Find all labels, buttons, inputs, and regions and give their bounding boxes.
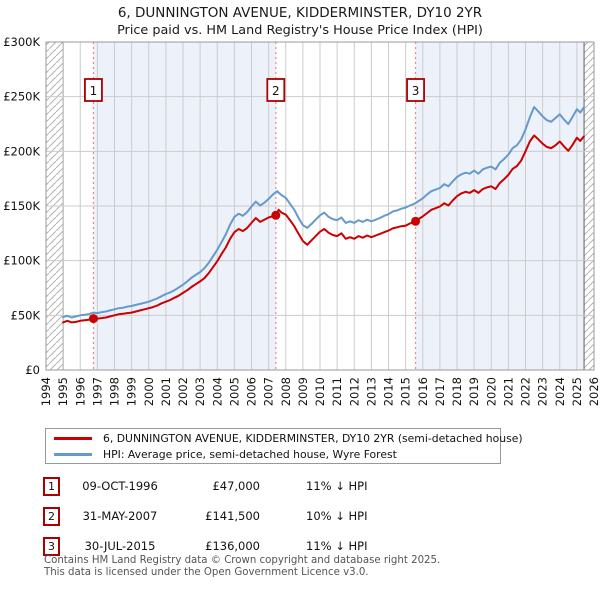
sale-price: £47,000: [212, 479, 260, 493]
svg-text:2015: 2015: [399, 377, 413, 406]
svg-text:1: 1: [90, 84, 98, 98]
legend: 6, DUNNINGTON AVENUE, KIDDERMINSTER, DY1…: [45, 428, 523, 464]
legend-label: HPI: Average price, semi-detached house,…: [103, 447, 397, 461]
legend-item-property: 6, DUNNINGTON AVENUE, KIDDERMINSTER, DY1…: [54, 431, 523, 445]
svg-text:2024: 2024: [553, 377, 567, 406]
svg-text:1998: 1998: [108, 377, 122, 406]
svg-text:1997: 1997: [90, 377, 104, 406]
svg-text:2005: 2005: [227, 377, 241, 406]
svg-text:2001: 2001: [159, 377, 173, 406]
sale-number-flags: 1 2 3: [84, 78, 425, 102]
sale-vs-hpi: 11% ↓ HPI: [306, 539, 368, 553]
gridlines: [45, 41, 595, 371]
svg-text:2025: 2025: [570, 377, 584, 406]
svg-text:2003: 2003: [193, 377, 207, 406]
svg-text:£200K: £200K: [3, 144, 40, 158]
sale-price: £141,500: [205, 509, 260, 523]
svg-text:2: 2: [272, 84, 280, 98]
hpi-line-swatch: [54, 452, 92, 456]
license-line-1: Contains HM Land Registry data © Crown c…: [44, 555, 441, 566]
chart-subtitle: Price paid vs. HM Land Registry's House …: [117, 23, 483, 38]
license-line-2: This data is licensed under the Open Gov…: [44, 566, 369, 578]
plot-border: [45, 41, 595, 371]
svg-text:2009: 2009: [296, 377, 310, 406]
svg-text:1999: 1999: [125, 377, 139, 406]
svg-text:2011: 2011: [330, 377, 344, 406]
sale-vs-hpi: 10% ↓ HPI: [306, 509, 368, 523]
svg-text:3: 3: [412, 84, 420, 98]
sale-price: £136,000: [205, 539, 260, 553]
sale-number-badge: 2: [43, 506, 60, 526]
sale-table-row: 3 30-JUL-2015 £136,000 11% ↓ HPI: [43, 536, 367, 556]
svg-text:2022: 2022: [519, 377, 533, 406]
svg-text:£50K: £50K: [11, 308, 41, 322]
sale-table-row: 2 31-MAY-2007 £141,500 10% ↓ HPI: [43, 506, 367, 526]
license-note: Contains HM Land Registry data © Crown c…: [44, 555, 440, 578]
price-chart: 6, DUNNINGTON AVENUE, KIDDERMINSTER, DY1…: [3, 5, 600, 406]
svg-text:2014: 2014: [382, 377, 396, 406]
sale-date: 30-JUL-2015: [84, 539, 156, 553]
svg-text:2000: 2000: [142, 377, 156, 406]
svg-text:£250K: £250K: [3, 90, 40, 104]
svg-text:£0: £0: [25, 363, 40, 377]
sale-number-badge: 3: [43, 536, 60, 556]
legend-label: 6, DUNNINGTON AVENUE, KIDDERMINSTER, DY1…: [103, 431, 523, 445]
sale-date: 09-OCT-1996: [82, 479, 158, 493]
chart-title: 6, DUNNINGTON AVENUE, KIDDERMINSTER, DY1…: [118, 5, 482, 21]
svg-text:2006: 2006: [245, 377, 259, 406]
svg-text:2004: 2004: [210, 377, 224, 406]
svg-text:1994: 1994: [39, 377, 53, 406]
svg-text:2007: 2007: [262, 377, 276, 406]
svg-text:2013: 2013: [364, 377, 378, 406]
svg-text:2020: 2020: [484, 377, 498, 406]
svg-text:2018: 2018: [450, 377, 464, 406]
svg-text:£150K: £150K: [3, 199, 40, 213]
svg-text:£100K: £100K: [3, 254, 40, 268]
svg-text:1996: 1996: [73, 377, 87, 406]
svg-text:2019: 2019: [467, 377, 481, 406]
svg-text:2010: 2010: [313, 377, 327, 406]
sale-date: 31-MAY-2007: [82, 509, 158, 523]
svg-text:£300K: £300K: [3, 35, 40, 49]
sale-number-badge: 1: [43, 476, 60, 496]
sale-vs-hpi: 11% ↓ HPI: [306, 479, 368, 493]
legend-item-hpi: HPI: Average price, semi-detached house,…: [54, 447, 500, 461]
svg-text:1995: 1995: [56, 377, 70, 406]
property-line-swatch: [54, 436, 92, 440]
svg-text:2016: 2016: [416, 377, 430, 406]
sale-table-row: 1 09-OCT-1996 £47,000 11% ↓ HPI: [43, 476, 367, 496]
svg-text:2017: 2017: [433, 377, 447, 406]
svg-text:2008: 2008: [279, 377, 293, 406]
sale-markers: [88, 210, 421, 324]
svg-text:2021: 2021: [501, 377, 515, 406]
price-series-lines: [62, 106, 585, 324]
svg-text:2023: 2023: [536, 377, 550, 406]
svg-text:2002: 2002: [176, 377, 190, 406]
svg-text:2012: 2012: [347, 377, 361, 406]
svg-text:2026: 2026: [587, 377, 600, 406]
